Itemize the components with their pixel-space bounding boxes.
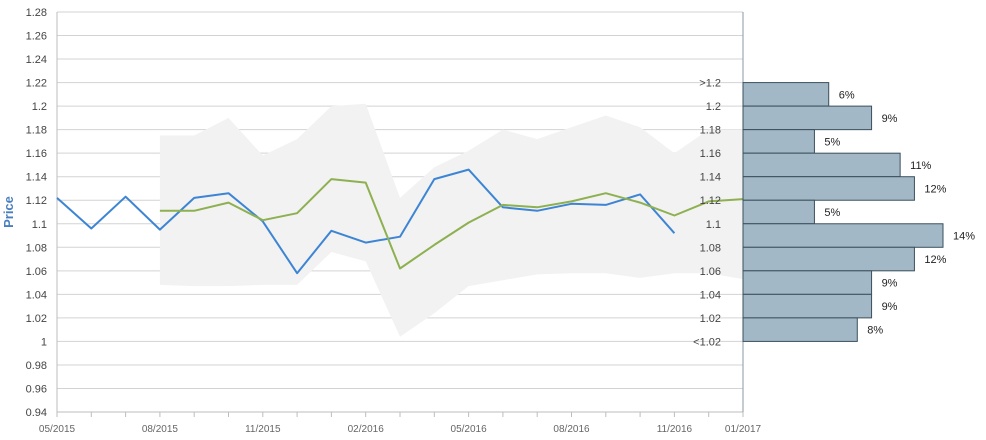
histogram-percent-label: 9% xyxy=(882,113,898,125)
histogram-percent-label: 5% xyxy=(824,136,840,148)
y-tick-label: 0.94 xyxy=(26,407,47,419)
y-tick-label: 1.2 xyxy=(32,101,47,113)
y-tick-label: 1.14 xyxy=(26,172,47,184)
histogram-percent-label: 5% xyxy=(824,207,840,219)
histogram-percent-label: 14% xyxy=(953,231,975,243)
y-tick-label: 1.28 xyxy=(26,7,47,19)
histogram-bin-label: 1.04 xyxy=(700,289,721,301)
x-tick-label: 02/2016 xyxy=(348,424,385,435)
forecast-price-line xyxy=(159,178,744,270)
y-tick-label: 1.22 xyxy=(26,78,47,90)
histogram-bin-label: 1.18 xyxy=(700,125,721,137)
actual-price-line xyxy=(56,168,676,275)
histogram-bin-label: <1.02 xyxy=(693,336,721,348)
y-tick-label: 1.08 xyxy=(26,242,47,254)
y-tick-label: 1.16 xyxy=(26,148,47,160)
histogram-bin-label: 1.14 xyxy=(700,172,721,184)
x-tick-label: 08/2015 xyxy=(142,424,179,435)
histogram-percent-label: 8% xyxy=(867,325,883,337)
histogram-bar xyxy=(742,176,915,201)
histogram-bin-label: 1.02 xyxy=(700,313,721,325)
x-tick-label: 08/2016 xyxy=(553,424,590,435)
y-tick-label: 1.26 xyxy=(26,31,47,43)
histogram-bin-label: 1.12 xyxy=(700,195,721,207)
histogram-bar xyxy=(742,152,901,178)
histogram-percent-label: 12% xyxy=(924,183,946,195)
histogram-bin-label: >1.2 xyxy=(699,78,721,90)
y-tick-label: 1.1 xyxy=(32,219,47,231)
histogram-percent-label: 12% xyxy=(924,254,946,266)
x-tick-label: 05/2015 xyxy=(39,424,76,435)
histogram-bar xyxy=(742,223,944,248)
y-tick-label: 0.96 xyxy=(26,383,47,395)
histogram-bar xyxy=(742,293,873,319)
histogram-percent-label: 6% xyxy=(839,89,855,101)
y-tick-label: 1 xyxy=(41,336,47,348)
x-tick-label: 01/2017 xyxy=(725,424,762,435)
y-tick-label: 1.24 xyxy=(26,54,47,66)
distribution-histogram: 6% 9% 5% 11% 12% 5% 14% 12% 9% 9% 8% >1.2 1.2 1.18 1.1… xyxy=(693,78,975,349)
histogram-bar xyxy=(742,270,873,295)
y-axis-tick-labels: 0.94 0.96 0.98 1 1.02 1.04 1.06 1.08 1.1 1.12 1.14… xyxy=(26,7,47,419)
histogram-bar xyxy=(742,129,815,154)
histogram-bar xyxy=(742,105,873,131)
histogram-percent-label: 9% xyxy=(882,278,898,290)
histogram-bin-label: 1.16 xyxy=(700,148,721,160)
histogram-bin-label: 1.08 xyxy=(700,242,721,254)
histogram-bin-label: 1.1 xyxy=(706,219,721,231)
histogram-bin-label: 1.06 xyxy=(700,266,721,278)
y-tick-label: 1.12 xyxy=(26,195,47,207)
x-tick-label: 11/2016 xyxy=(657,424,693,435)
y-tick-label: 1.18 xyxy=(26,125,47,137)
y-axis-label: Price xyxy=(1,196,16,228)
histogram-bar xyxy=(742,82,830,107)
histogram-percent-label: 9% xyxy=(882,301,898,313)
price-series xyxy=(56,168,744,275)
x-axis-tick-labels: 05/2015 08/2015 11/2015 02/2016 05/2016 08/20… xyxy=(39,424,762,435)
histogram-bar xyxy=(742,199,815,225)
x-tick-label: 11/2015 xyxy=(245,424,281,435)
y-tick-label: 1.02 xyxy=(26,313,47,325)
x-tick-label: 05/2016 xyxy=(451,424,488,435)
histogram-bar xyxy=(742,246,915,272)
y-tick-label: 1.04 xyxy=(26,289,47,301)
histogram-bin-label: 1.2 xyxy=(706,101,721,113)
histogram-bar xyxy=(742,317,858,342)
forecast-range-band xyxy=(159,103,743,337)
y-tick-label: 0.98 xyxy=(26,360,47,372)
forecast-range-area xyxy=(159,103,743,337)
histogram-percent-label: 11% xyxy=(910,160,931,172)
y-tick-label: 1.06 xyxy=(26,266,47,278)
